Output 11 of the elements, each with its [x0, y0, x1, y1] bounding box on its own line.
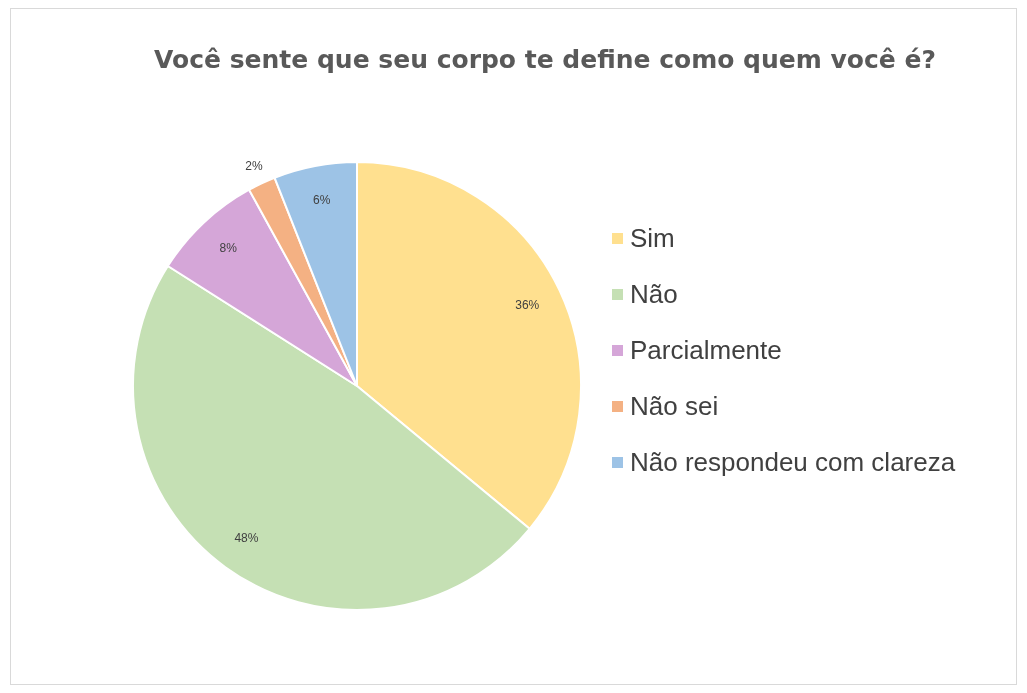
chart-title: Você sente que seu corpo te define como quem você é?	[153, 44, 937, 76]
legend-label: Sim	[630, 222, 675, 255]
legend-label: Não respondeu com clareza	[630, 446, 956, 479]
data-label: 48%	[234, 530, 259, 545]
data-label: 8%	[219, 241, 238, 256]
data-label: 36%	[515, 298, 540, 313]
legend-label: Não	[630, 278, 678, 311]
data-label: 2%	[245, 159, 263, 174]
legend-label: Parcialmente	[630, 334, 782, 367]
legend-label: Não sei	[630, 390, 719, 423]
data-label: 6%	[313, 193, 331, 208]
